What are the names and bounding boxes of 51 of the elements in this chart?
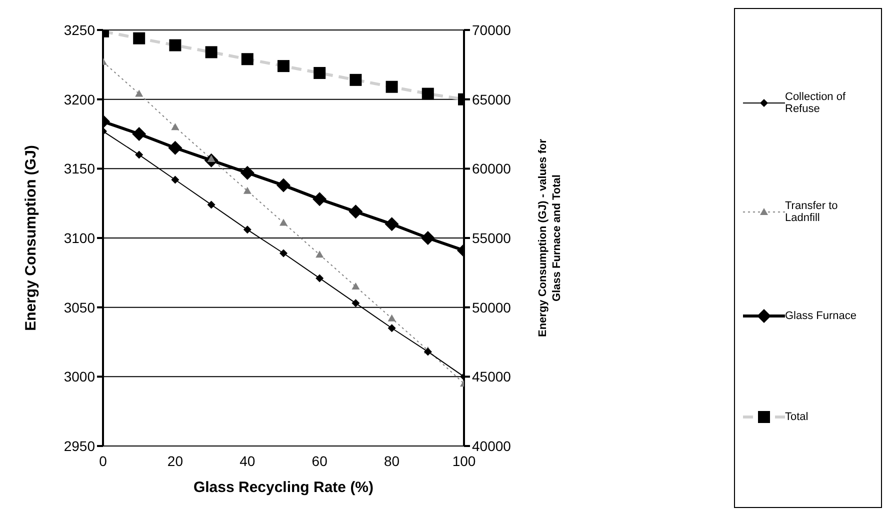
point xyxy=(280,218,288,226)
y2-axis-title: Energy Consumption (GJ) - values for Glass Furnace and Total xyxy=(537,138,563,338)
point xyxy=(420,231,435,245)
point xyxy=(424,348,432,356)
y-axis-title: Energy Consumption (GJ) xyxy=(22,145,40,331)
point xyxy=(135,150,144,159)
y-tick-label: 2950 xyxy=(64,438,96,454)
x-tick-label: 100 xyxy=(452,452,476,469)
y2-tick-label: 55000 xyxy=(472,230,512,246)
point xyxy=(171,123,180,130)
y-tick-label: 3200 xyxy=(64,91,96,108)
point xyxy=(352,282,360,290)
y2-tick-label: 45000 xyxy=(472,368,512,385)
legend-label: Total xyxy=(785,410,810,423)
y-tick-label: 3250 xyxy=(64,22,96,38)
legend-label: Transfer to Ladnfill xyxy=(785,200,839,224)
point xyxy=(316,274,324,282)
x-tick-label: 80 xyxy=(384,452,400,469)
legend-label: Collection of Refuse xyxy=(785,91,847,116)
point xyxy=(243,186,252,194)
point xyxy=(316,250,324,258)
x-tick-label: 20 xyxy=(167,452,184,469)
point xyxy=(384,217,399,232)
point xyxy=(352,299,360,308)
point xyxy=(171,176,180,184)
y-tick-label: 3000 xyxy=(64,368,96,385)
x-tick-label: 60 xyxy=(312,452,328,469)
point xyxy=(240,166,254,180)
point xyxy=(243,226,252,234)
point xyxy=(312,192,327,206)
point xyxy=(276,178,290,192)
legend-label: Glass Furnace xyxy=(785,310,858,322)
y-tick-label: 3050 xyxy=(64,299,96,316)
x-tick-label: 0 xyxy=(99,452,108,469)
y2-tick-label: 40000 xyxy=(472,438,512,454)
point xyxy=(135,90,144,97)
point xyxy=(280,249,288,258)
x-tick-label: 40 xyxy=(240,452,256,469)
y2-tick-label: 70000 xyxy=(472,22,512,38)
x-axis-title: Glass Recycling Rate (%) xyxy=(193,479,374,496)
y-tick-label: 3150 xyxy=(64,160,96,177)
point xyxy=(388,324,396,332)
y-tick-label: 3100 xyxy=(64,230,96,246)
y2-tick-label: 50000 xyxy=(472,299,512,316)
point xyxy=(388,314,396,322)
point xyxy=(168,140,182,155)
point xyxy=(207,200,216,209)
y2-tick-label: 60000 xyxy=(472,160,512,177)
y2-tick-label: 65000 xyxy=(472,91,512,108)
point xyxy=(348,204,363,219)
point xyxy=(132,127,146,141)
